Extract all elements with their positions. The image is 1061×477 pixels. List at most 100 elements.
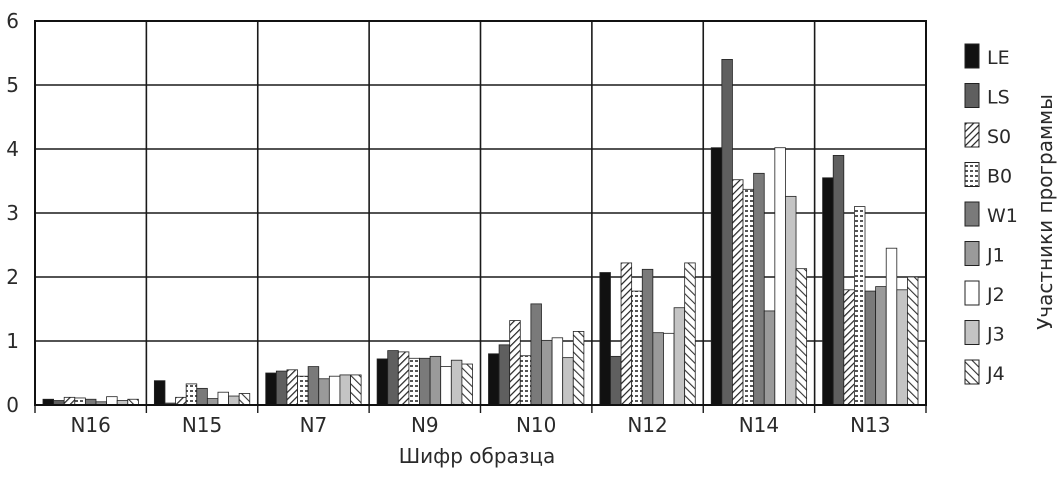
bar-N15-B0 [185,383,198,406]
bar-N10-B0 [519,355,532,406]
y-tick-label-1: 1 [6,329,19,353]
legend-swatch-J1 [964,241,980,266]
bar-N15-LE [153,380,166,406]
legend-label-W1: W1 [987,205,1018,227]
y-tick-label-4: 4 [6,137,19,161]
bar-N12-S0 [620,262,633,406]
bar-N15-S0 [175,396,187,406]
bar-N7-B0 [297,375,309,406]
legend-swatch-B0 [964,162,980,187]
bar-N12-J2 [663,332,675,406]
bar-N13-S0 [843,289,855,406]
bar-N13-B0 [854,206,866,406]
grid [34,20,927,406]
bar-N9-J1 [429,355,442,406]
legend-label-J2: J2 [986,284,1005,306]
bar-N7-S0 [286,369,298,406]
axes: 0 1 2 3 4 5 6 N16 N15 N7 N9 N10 N12 N14 N13 [6,9,927,437]
bar-N14-S0 [732,179,744,406]
bar-N12-J1 [652,332,664,406]
bar-N9-LS [387,350,399,406]
bar-N7-LE [265,372,277,406]
bar-N7-J3 [339,374,351,406]
legend-swatch-LE [964,43,980,69]
bar-N15-J3 [228,395,240,406]
bar-N14-J2 [774,147,786,406]
bar-N10-J2 [551,337,564,406]
legend-label-J3: J3 [986,324,1005,346]
bar-N13-LE [822,177,834,406]
legend-label-J1: J1 [986,245,1005,267]
bar-N12-LE [599,272,611,406]
bar-N10-LE [488,353,500,406]
bar-N7-J4 [350,374,362,406]
x-tick-label-N7: N7 [300,413,328,437]
bar-N9-J4 [461,363,473,406]
bar-N9-J3 [450,359,463,406]
bar-N9-J2 [440,366,452,406]
legend-swatch-J2 [964,280,980,306]
legend-swatch-W1 [964,201,980,227]
legend-label-LE: LE [987,47,1010,69]
x-tick-label-N10: N10 [516,413,556,437]
y-tick-label-0: 0 [6,393,19,417]
bar-N15-J2 [217,391,229,406]
bar-N12-J4 [684,262,696,406]
bar-N15-W1 [196,387,208,406]
y-tick-label-3: 3 [6,201,19,225]
y-tick-label-2: 2 [6,265,19,289]
x-tick-label-N12: N12 [627,413,667,437]
legend-swatch-J4 [964,359,980,385]
bar-N13-LS [832,154,845,406]
legend-label-J4: J4 [986,363,1005,385]
x-axis-title: Шифр образца [399,444,556,468]
bar-N14-J3 [785,195,797,406]
x-tick-label-N13: N13 [850,413,890,437]
bar-N12-B0 [631,290,643,406]
bar-N12-J3 [673,307,686,406]
bar-N15-J4 [238,393,251,406]
bar-N16-S0 [63,396,76,406]
bar-N12-LS [610,355,622,406]
x-tick-label-N15: N15 [182,413,222,437]
y-tick-label-6: 6 [6,9,19,33]
bar-N13-J3 [896,289,908,406]
legend-label-S0: S0 [987,126,1011,148]
bar-N14-LE [710,147,723,406]
bar-N7-W1 [307,366,320,406]
legend-swatch-LS [964,83,980,108]
legend-label-B0: B0 [987,166,1012,188]
legend-swatch-S0 [964,122,980,148]
x-tick-label-N16: N16 [70,413,110,437]
bar-N7-J2 [328,375,341,406]
y-tick-label-5: 5 [6,73,19,97]
bar-N9-LE [376,358,389,406]
legend-swatch-J3 [964,320,980,345]
x-tick-label-N14: N14 [739,413,779,437]
bar-N10-J1 [541,339,553,406]
bar-N14-J1 [763,310,776,406]
legend-label-LS: LS [987,87,1010,109]
plot-frame [34,20,927,406]
bar-N7-J1 [318,378,330,406]
bar-N16-J2 [106,396,118,406]
bar-N12-W1 [641,268,654,406]
bar-N14-B0 [742,188,755,406]
bar-N9-S0 [397,351,410,406]
bar-N7-LS [275,370,288,406]
bar-N13-J1 [875,286,887,406]
bar-N13-W1 [864,290,877,406]
bar-N13-J4 [907,276,919,406]
bar-N9-B0 [408,357,420,406]
bar-N16-B0 [74,397,86,406]
legend-title: Участники программы [1033,94,1057,330]
bar-N10-W1 [530,303,542,406]
bar-N10-J3 [562,357,574,406]
bar-N14-LS [721,59,733,406]
bar-N13-J2 [885,247,898,406]
x-tick-label-N9: N9 [411,413,439,437]
bar-N10-J4 [572,330,585,406]
bar-N9-W1 [419,357,431,406]
